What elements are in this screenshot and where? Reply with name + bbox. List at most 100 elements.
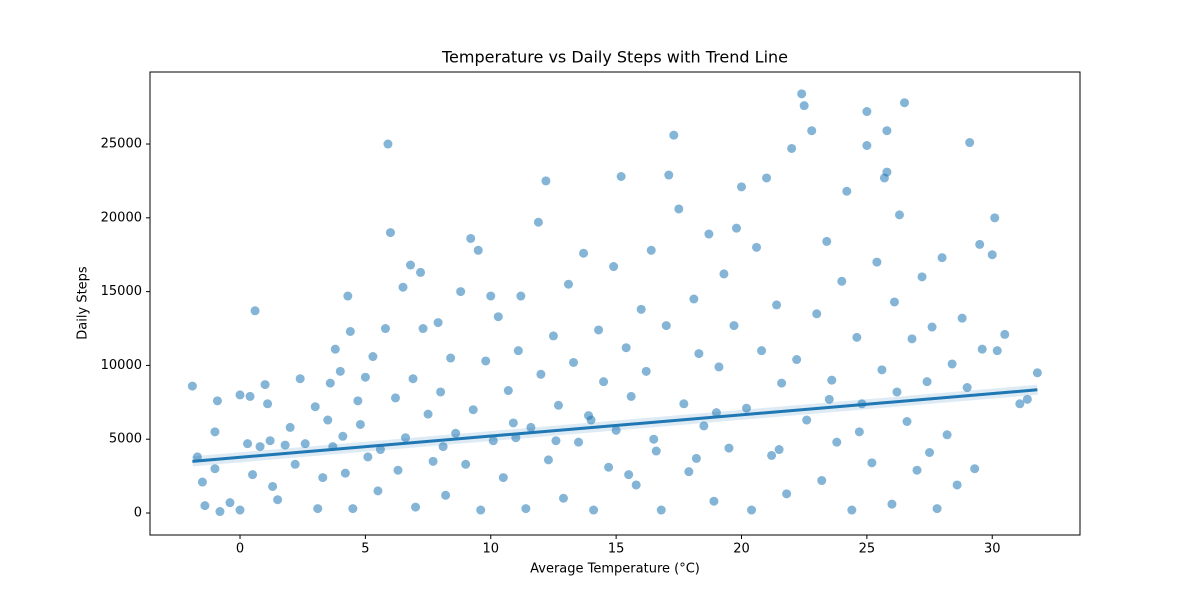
- data-point: [345, 326, 355, 336]
- data-point: [408, 374, 418, 384]
- data-point: [782, 489, 792, 499]
- x-tick-label: 0: [236, 542, 244, 557]
- data-point: [428, 456, 438, 466]
- data-point: [488, 436, 498, 446]
- data-point: [894, 210, 904, 220]
- data-point: [747, 505, 757, 515]
- data-point: [318, 473, 328, 483]
- data-point: [290, 459, 300, 469]
- data-point: [889, 297, 899, 307]
- data-point: [553, 400, 563, 410]
- data-point: [797, 89, 807, 99]
- data-point: [975, 239, 985, 249]
- data-point: [774, 445, 784, 455]
- data-point: [493, 312, 503, 322]
- data-point: [212, 396, 222, 406]
- data-point: [383, 139, 393, 149]
- data-point: [651, 446, 661, 456]
- data-point: [192, 452, 202, 462]
- data-point: [882, 167, 892, 177]
- data-point: [624, 470, 634, 480]
- data-point: [481, 356, 491, 366]
- data-point: [373, 486, 383, 496]
- data-point: [1022, 394, 1032, 404]
- data-point: [551, 436, 561, 446]
- data-point: [248, 470, 258, 480]
- data-point: [401, 433, 411, 443]
- data-point: [709, 496, 719, 506]
- data-point: [599, 377, 609, 387]
- data-point: [609, 262, 619, 272]
- data-point: [854, 427, 864, 437]
- data-point: [762, 173, 772, 183]
- data-point: [922, 377, 932, 387]
- data-point: [799, 101, 809, 111]
- data-point: [772, 300, 782, 310]
- data-point: [526, 422, 536, 432]
- data-point: [970, 464, 980, 474]
- data-point: [340, 468, 350, 478]
- data-point: [273, 495, 283, 505]
- data-point: [310, 402, 320, 412]
- data-point: [563, 279, 573, 289]
- data-point: [767, 450, 777, 460]
- data-point: [827, 375, 837, 385]
- data-point: [210, 427, 220, 437]
- data-point: [330, 344, 340, 354]
- data-point: [245, 391, 255, 401]
- data-point: [363, 452, 373, 462]
- data-point: [473, 245, 483, 255]
- y-tick-label: 25000: [101, 137, 142, 152]
- data-point: [777, 378, 787, 388]
- data-point: [548, 331, 558, 341]
- data-point: [611, 425, 621, 435]
- data-point: [987, 250, 997, 260]
- data-point: [348, 504, 358, 514]
- data-point: [423, 409, 433, 419]
- data-point: [899, 98, 909, 108]
- data-point: [446, 353, 456, 363]
- data-point: [255, 442, 265, 452]
- data-point: [616, 171, 626, 181]
- data-point: [390, 393, 400, 403]
- x-tick-label: 20: [733, 542, 750, 557]
- data-point: [558, 493, 568, 503]
- data-point: [649, 434, 659, 444]
- data-point: [280, 440, 290, 450]
- data-point: [704, 229, 714, 239]
- data-point: [243, 439, 253, 449]
- data-point: [867, 458, 877, 468]
- data-point: [353, 396, 363, 406]
- data-point: [882, 126, 892, 136]
- data-point: [977, 344, 987, 354]
- data-point: [498, 473, 508, 483]
- data-point: [486, 291, 496, 301]
- data-point: [1032, 368, 1042, 378]
- data-point: [300, 439, 310, 449]
- data-point: [541, 176, 551, 186]
- data-point: [380, 324, 390, 334]
- data-point: [368, 352, 378, 362]
- data-point: [679, 399, 689, 409]
- data-point: [807, 126, 817, 136]
- data-point: [824, 394, 834, 404]
- data-point: [235, 505, 245, 515]
- data-point: [335, 366, 345, 376]
- data-point: [862, 141, 872, 151]
- data-point: [862, 107, 872, 117]
- data-point: [925, 447, 935, 457]
- data-point: [661, 321, 671, 331]
- data-point: [752, 242, 762, 252]
- data-point: [792, 355, 802, 365]
- data-point: [456, 287, 466, 297]
- data-point: [436, 387, 446, 397]
- data-point: [872, 257, 882, 267]
- data-point: [1015, 399, 1025, 409]
- data-point: [260, 380, 270, 390]
- x-axis-label: Average Temperature (°C): [530, 562, 700, 577]
- data-point: [325, 378, 335, 388]
- data-point: [586, 415, 596, 425]
- data-point: [641, 366, 651, 376]
- data-point: [210, 464, 220, 474]
